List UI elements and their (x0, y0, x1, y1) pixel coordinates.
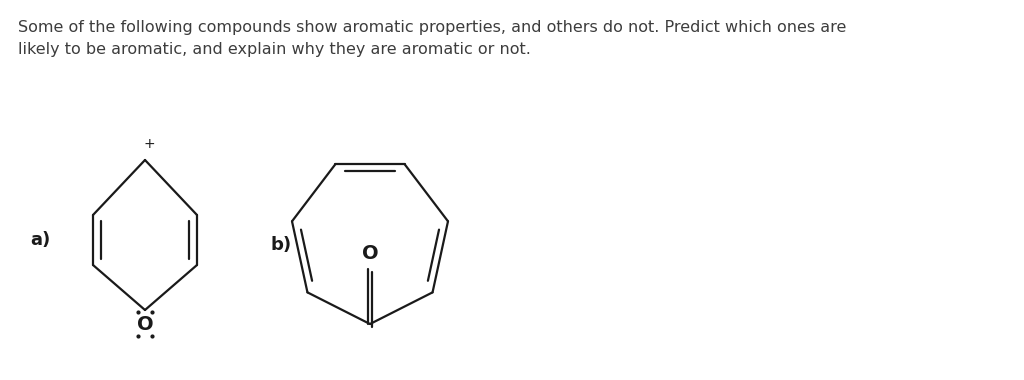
Text: Some of the following compounds show aromatic properties, and others do not. Pre: Some of the following compounds show aro… (18, 20, 847, 35)
Text: O: O (136, 315, 154, 334)
Text: b): b) (270, 236, 291, 254)
Text: O: O (361, 244, 378, 263)
Text: likely to be aromatic, and explain why they are aromatic or not.: likely to be aromatic, and explain why t… (18, 42, 530, 57)
Text: a): a) (30, 231, 50, 249)
Text: +: + (143, 137, 155, 151)
